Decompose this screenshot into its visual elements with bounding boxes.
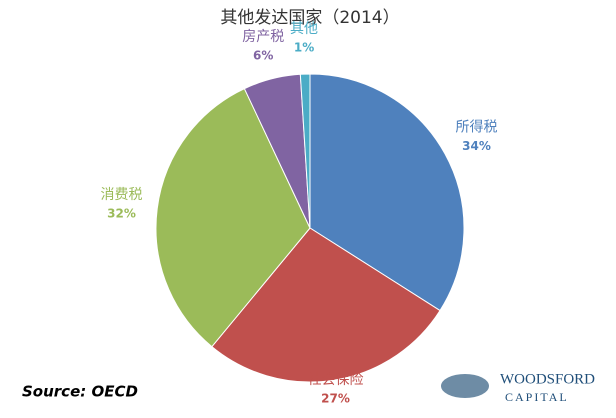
logo-text: WOODSFORD: [500, 371, 595, 387]
pie-slice: [309, 73, 465, 312]
value-label: 32%: [107, 207, 136, 221]
slice-label: 房产税: [242, 29, 284, 45]
slice-label: 消费税: [100, 187, 142, 203]
slice-label: 社会保险: [307, 372, 363, 388]
pie-slice: [211, 227, 441, 383]
pie-slice: [299, 73, 311, 229]
logo-icon: [441, 374, 489, 398]
value-label: 1%: [294, 41, 314, 55]
value-label: 34%: [462, 139, 491, 153]
slice-label: 其他: [290, 21, 318, 37]
logo-text: CAPITAL: [505, 390, 569, 404]
value-label: 6%: [253, 48, 273, 62]
source: Source: OECD: [22, 383, 138, 401]
slice-label: 所得税: [455, 118, 497, 135]
value-label: 27%: [321, 391, 350, 405]
chart-title: 其他发达国家（2014）: [220, 8, 399, 28]
pie-slice: [155, 87, 311, 348]
